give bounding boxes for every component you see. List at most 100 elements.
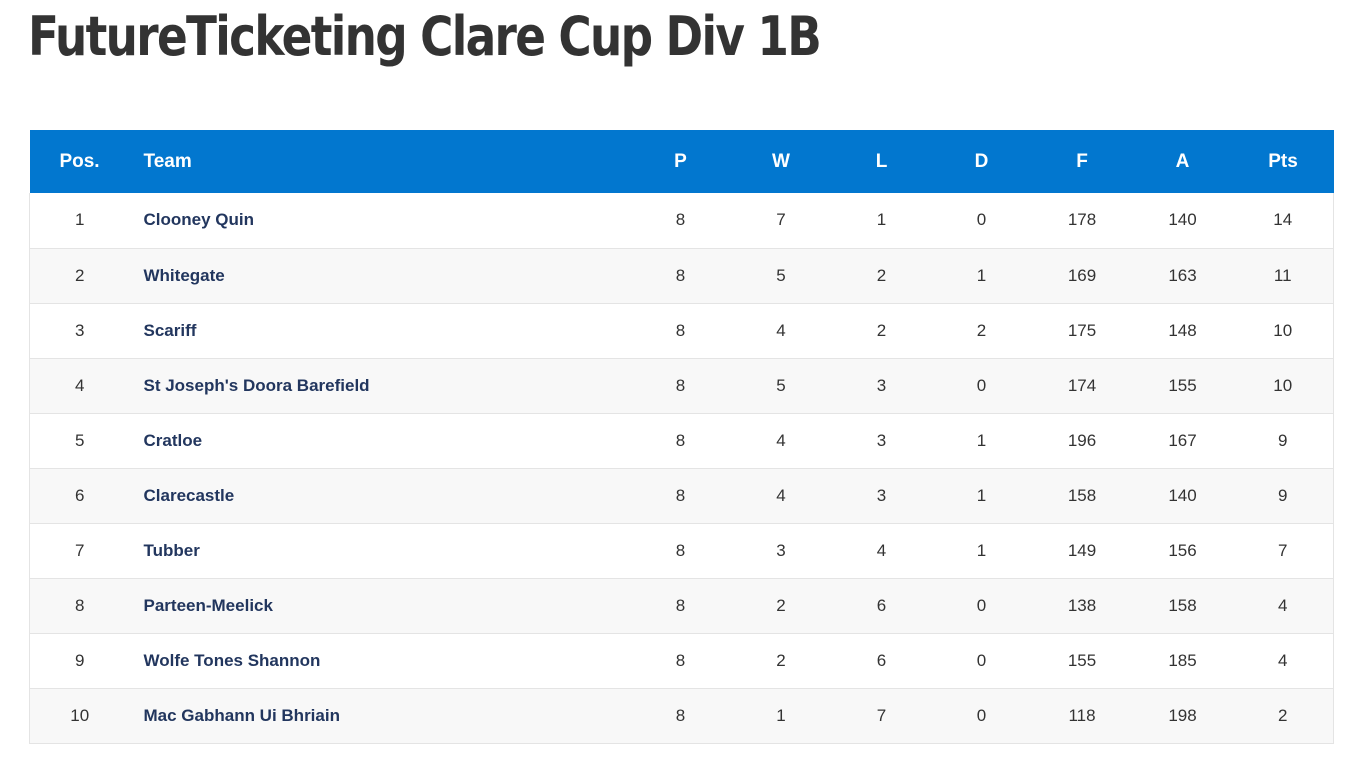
- header-points: Pts: [1268, 150, 1298, 172]
- page-title: FutureTicketing Clare Cup Div 1B: [28, 5, 822, 68]
- cell-for: 174: [1067, 375, 1097, 395]
- cell-won: 5: [776, 265, 786, 285]
- cell-points: 10: [1232, 303, 1334, 358]
- header-pos: Pos.: [59, 150, 100, 172]
- cell-for: 149: [1067, 540, 1097, 560]
- cell-played: 8: [675, 265, 686, 285]
- cell-points: 9: [1232, 468, 1334, 523]
- cell-against: 158: [1168, 595, 1197, 615]
- table-row: 7 Tubber 8 3 4 1 149 156 7: [29, 523, 1334, 578]
- cell-pos: 7: [29, 523, 130, 578]
- cell-for: 155: [1067, 650, 1097, 670]
- cell-won: 4: [776, 485, 786, 505]
- cell-team: Wolfe Tones Shannon: [143, 650, 321, 670]
- header-won: W: [772, 150, 790, 172]
- cell-pos: 8: [29, 578, 130, 633]
- cell-drawn: 0: [976, 210, 987, 230]
- cell-drawn: 0: [976, 650, 987, 670]
- cell-pos: 9: [29, 633, 130, 688]
- cell-played: 8: [675, 485, 686, 505]
- cell-won: 4: [776, 430, 786, 450]
- cell-played: 8: [675, 430, 686, 450]
- cell-drawn: 1: [976, 540, 987, 560]
- cell-pos: 5: [29, 413, 130, 468]
- cell-lost: 1: [876, 210, 887, 230]
- table-row: 3 Scariff 8 4 2 2 175 148 10: [29, 303, 1334, 358]
- cell-drawn: 1: [976, 485, 987, 505]
- cell-played: 8: [675, 595, 686, 615]
- cell-against: 198: [1168, 705, 1197, 725]
- cell-drawn: 0: [976, 705, 987, 725]
- cell-drawn: 1: [976, 430, 987, 450]
- cell-lost: 2: [876, 265, 887, 285]
- cell-against: 156: [1168, 540, 1197, 560]
- cell-points: 2: [1232, 688, 1334, 743]
- cell-points: 7: [1232, 523, 1334, 578]
- cell-points: 14: [1232, 193, 1334, 248]
- cell-won: 2: [776, 650, 786, 670]
- cell-team: Whitegate: [143, 265, 225, 285]
- cell-pos: 1: [29, 193, 130, 248]
- table-row: 6 Clarecastle 8 4 3 1 158 140 9: [29, 468, 1334, 523]
- table-row: 8 Parteen-Meelick 8 2 6 0 138 158 4: [29, 578, 1334, 633]
- cell-for: 178: [1067, 210, 1097, 230]
- header-played: P: [674, 150, 687, 172]
- league-standings-table: Pos. Team P W L D F A Pts 1 Clooney Quin…: [29, 130, 1334, 744]
- table-row: 4 St Joseph's Doora Barefield 8 5 3 0 17…: [29, 358, 1334, 413]
- table-row: 1 Clooney Quin 8 7 1 0 178 140 14: [29, 193, 1334, 248]
- cell-team: Cratloe: [143, 430, 203, 450]
- cell-for: 175: [1067, 320, 1097, 340]
- cell-team: Clooney Quin: [143, 210, 255, 230]
- cell-played: 8: [675, 705, 686, 725]
- cell-won: 5: [776, 375, 786, 395]
- table-row: 5 Cratloe 8 4 3 1 196 167 9: [29, 413, 1334, 468]
- cell-pos: 3: [29, 303, 130, 358]
- cell-points: 10: [1232, 358, 1334, 413]
- cell-team: Tubber: [143, 540, 200, 560]
- cell-for: 169: [1067, 265, 1097, 285]
- header-for: F: [1076, 150, 1088, 172]
- cell-lost: 6: [876, 595, 887, 615]
- cell-won: 7: [776, 210, 786, 230]
- cell-won: 1: [776, 705, 786, 725]
- cell-for: 158: [1067, 485, 1097, 505]
- cell-points: 4: [1232, 578, 1334, 633]
- header-against: A: [1175, 150, 1190, 172]
- cell-played: 8: [675, 320, 686, 340]
- cell-against: 167: [1168, 430, 1197, 450]
- cell-drawn: 0: [976, 595, 987, 615]
- cell-lost: 7: [876, 705, 887, 725]
- cell-lost: 3: [876, 485, 887, 505]
- cell-lost: 6: [876, 650, 887, 670]
- header-drawn: D: [974, 150, 989, 172]
- cell-team: Scariff: [143, 320, 197, 340]
- cell-against: 185: [1168, 650, 1197, 670]
- header-team: Team: [143, 150, 192, 172]
- cell-team: Clarecastle: [143, 485, 235, 505]
- cell-pos: 2: [29, 248, 130, 303]
- cell-against: 163: [1168, 265, 1197, 285]
- cell-pos: 4: [29, 358, 130, 413]
- cell-against: 155: [1168, 375, 1197, 395]
- cell-won: 2: [776, 595, 786, 615]
- cell-lost: 2: [876, 320, 887, 340]
- cell-lost: 4: [876, 540, 887, 560]
- cell-against: 148: [1168, 320, 1197, 340]
- cell-against: 140: [1168, 210, 1197, 230]
- cell-won: 4: [776, 320, 786, 340]
- cell-played: 8: [675, 210, 686, 230]
- cell-for: 196: [1067, 430, 1097, 450]
- cell-points: 4: [1232, 633, 1334, 688]
- cell-team: St Joseph's Doora Barefield: [143, 375, 370, 395]
- cell-points: 11: [1232, 248, 1334, 303]
- cell-drawn: 2: [976, 320, 987, 340]
- table-row: 9 Wolfe Tones Shannon 8 2 6 0 155 185 4: [29, 633, 1334, 688]
- cell-against: 140: [1168, 485, 1197, 505]
- header-lost: L: [875, 150, 888, 172]
- table-row: 10 Mac Gabhann Ui Bhriain 8 1 7 0 118 19…: [29, 688, 1334, 743]
- cell-played: 8: [675, 540, 686, 560]
- cell-drawn: 1: [976, 265, 987, 285]
- table-row: 2 Whitegate 8 5 2 1 169 163 11: [29, 248, 1334, 303]
- table-header-row: Pos. Team P W L D F A Pts: [29, 130, 1334, 193]
- cell-pos: 10: [29, 688, 130, 743]
